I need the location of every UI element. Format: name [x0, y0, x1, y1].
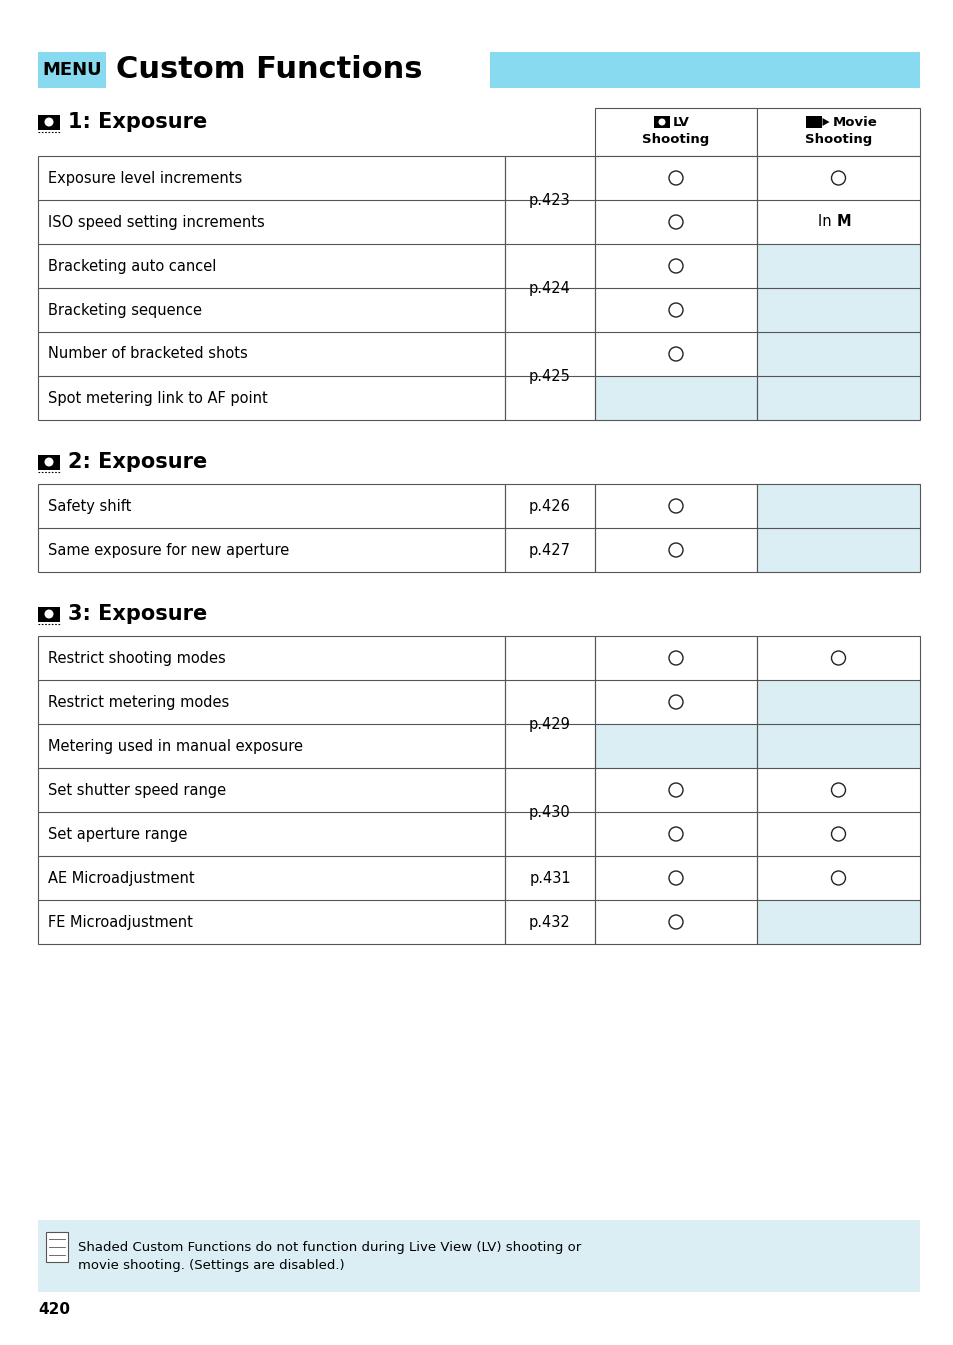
Bar — [757, 812, 919, 855]
Text: FE Microadjustment: FE Microadjustment — [48, 915, 193, 929]
Text: Shooting: Shooting — [804, 133, 871, 147]
Text: Number of bracketed shots: Number of bracketed shots — [48, 347, 248, 362]
Bar — [38, 455, 60, 469]
Text: 2: Exposure: 2: Exposure — [68, 452, 207, 472]
Bar — [38, 607, 60, 621]
Bar — [595, 681, 757, 724]
Text: ISO speed setting increments: ISO speed setting increments — [48, 214, 265, 230]
Bar — [757, 529, 919, 572]
Text: p.430: p.430 — [529, 804, 570, 819]
Text: Custom Functions: Custom Functions — [116, 55, 422, 85]
Text: AE Microadjustment: AE Microadjustment — [48, 870, 194, 885]
Text: In: In — [818, 214, 836, 230]
Text: Shaded Custom Functions do not function during Live View (LV) shooting or: Shaded Custom Functions do not function … — [78, 1241, 580, 1255]
Bar — [595, 200, 757, 243]
Bar — [38, 484, 504, 572]
Bar — [595, 724, 757, 768]
Bar — [757, 288, 919, 332]
Bar — [757, 332, 919, 377]
Bar — [595, 243, 757, 288]
Bar — [595, 636, 757, 944]
Bar — [757, 636, 919, 681]
Bar — [595, 484, 757, 572]
Bar — [595, 900, 757, 944]
Text: p.429: p.429 — [529, 717, 570, 732]
Bar — [757, 724, 919, 768]
Circle shape — [45, 609, 53, 619]
Text: p.424: p.424 — [529, 281, 570, 296]
Bar — [38, 156, 504, 420]
Text: 1: Exposure: 1: Exposure — [68, 112, 207, 132]
Bar — [654, 116, 669, 128]
Bar — [757, 200, 919, 243]
Bar — [595, 156, 757, 200]
Text: Exposure level increments: Exposure level increments — [48, 171, 242, 186]
Bar — [757, 108, 919, 156]
Circle shape — [45, 457, 53, 467]
Bar — [595, 108, 757, 156]
Bar — [595, 484, 757, 529]
Bar — [757, 484, 919, 572]
Bar — [757, 681, 919, 724]
Text: Metering used in manual exposure: Metering used in manual exposure — [48, 738, 303, 753]
Text: Safety shift: Safety shift — [48, 499, 132, 514]
Text: Restrict shooting modes: Restrict shooting modes — [48, 651, 226, 666]
Text: Restrict metering modes: Restrict metering modes — [48, 694, 229, 710]
Text: 3: Exposure: 3: Exposure — [68, 604, 207, 624]
Bar — [38, 1220, 919, 1293]
Bar — [757, 156, 919, 200]
Text: Set shutter speed range: Set shutter speed range — [48, 783, 226, 798]
Text: p.426: p.426 — [529, 499, 570, 514]
Bar — [504, 636, 595, 944]
Bar — [757, 484, 919, 529]
Text: p.432: p.432 — [529, 915, 570, 929]
Bar — [757, 156, 919, 420]
Text: p.425: p.425 — [529, 369, 570, 383]
Bar — [38, 52, 106, 87]
Bar — [757, 636, 919, 944]
Bar — [757, 855, 919, 900]
Bar — [504, 156, 595, 420]
Bar — [595, 529, 757, 572]
Bar — [757, 377, 919, 420]
Bar — [595, 377, 757, 420]
Text: M: M — [836, 214, 850, 230]
Bar — [757, 900, 919, 944]
Text: p.427: p.427 — [529, 542, 571, 557]
Polygon shape — [821, 118, 828, 126]
Text: Bracketing sequence: Bracketing sequence — [48, 303, 202, 317]
Text: Same exposure for new aperture: Same exposure for new aperture — [48, 542, 289, 557]
Bar — [757, 243, 919, 288]
Text: Bracketing auto cancel: Bracketing auto cancel — [48, 258, 216, 273]
Text: Spot metering link to AF point: Spot metering link to AF point — [48, 390, 268, 405]
Bar — [38, 636, 504, 944]
Bar — [805, 116, 821, 128]
Bar — [504, 484, 595, 572]
Text: Set aperture range: Set aperture range — [48, 826, 187, 842]
Text: p.431: p.431 — [529, 870, 570, 885]
Bar — [38, 114, 60, 129]
Text: Shooting: Shooting — [641, 133, 709, 147]
Text: MENU: MENU — [42, 61, 102, 79]
Circle shape — [45, 117, 53, 126]
Bar — [595, 332, 757, 377]
Text: p.423: p.423 — [529, 192, 570, 207]
Text: Movie: Movie — [832, 116, 877, 129]
Bar — [595, 636, 757, 681]
Bar — [595, 288, 757, 332]
Text: LV: LV — [672, 116, 689, 129]
Circle shape — [658, 118, 665, 125]
Bar — [595, 768, 757, 812]
Text: movie shooting. (Settings are disabled.): movie shooting. (Settings are disabled.) — [78, 1259, 344, 1272]
Bar — [757, 768, 919, 812]
Text: 420: 420 — [38, 1302, 70, 1318]
Bar — [595, 855, 757, 900]
Bar — [595, 156, 757, 420]
Bar — [490, 52, 919, 87]
Bar — [595, 812, 757, 855]
Bar — [46, 1232, 68, 1262]
